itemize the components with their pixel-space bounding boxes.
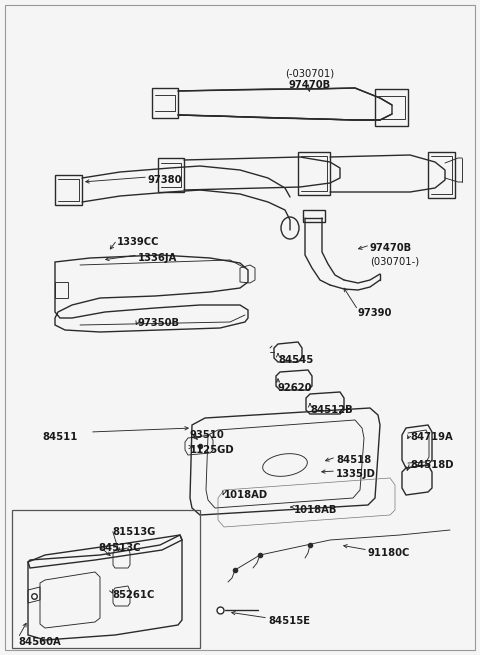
Text: 84512B: 84512B: [310, 405, 353, 415]
Text: 1018AB: 1018AB: [294, 505, 337, 515]
Text: 92620: 92620: [278, 383, 312, 393]
Text: 84518: 84518: [336, 455, 371, 465]
Text: 1336JA: 1336JA: [138, 253, 178, 263]
Text: 84560A: 84560A: [18, 637, 61, 647]
Text: 84719A: 84719A: [410, 432, 453, 442]
Text: 84518D: 84518D: [410, 460, 454, 470]
Text: (-030701): (-030701): [286, 68, 335, 78]
Text: 84545: 84545: [278, 355, 313, 365]
Text: 1125GD: 1125GD: [190, 445, 235, 455]
Text: 91180C: 91180C: [368, 548, 410, 558]
Text: 1339CC: 1339CC: [117, 237, 159, 247]
Text: 97390: 97390: [358, 308, 392, 318]
Text: 1018AD: 1018AD: [224, 490, 268, 500]
Text: 84515E: 84515E: [268, 616, 310, 626]
Text: 81513G: 81513G: [112, 527, 156, 537]
Text: 84511: 84511: [42, 432, 77, 442]
Text: 97350B: 97350B: [138, 318, 180, 328]
Text: 85261C: 85261C: [112, 590, 155, 600]
Text: 97470B: 97470B: [370, 243, 412, 253]
Text: 97380: 97380: [148, 175, 182, 185]
Text: 93510: 93510: [190, 430, 225, 440]
Text: (030701-): (030701-): [370, 256, 419, 266]
Text: 97470B: 97470B: [289, 80, 331, 90]
Text: 1335JD: 1335JD: [336, 469, 376, 479]
Text: 84513C: 84513C: [98, 543, 141, 553]
